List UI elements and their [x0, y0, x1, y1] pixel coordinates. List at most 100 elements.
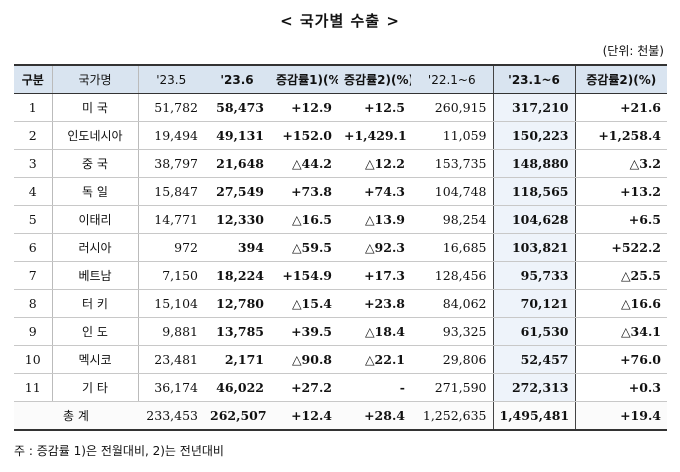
table-cell: 2,171	[204, 345, 270, 374]
table-cell: 10	[14, 345, 53, 374]
table-cell: 5	[14, 205, 53, 234]
export-table: 구분 국가명 '23.5 '23.6 증감률1)(%) 증감률2)(%) '22…	[14, 64, 667, 431]
country-cell: 베트남	[52, 261, 139, 290]
table-cell: 3	[14, 149, 53, 178]
table-cell: +12.5	[338, 93, 411, 122]
table-cell: 271,590	[411, 373, 493, 402]
table-cell: △44.2	[270, 149, 338, 178]
header-cell: 국가명	[52, 64, 139, 94]
total-cell: +19.4	[574, 401, 667, 431]
total-label: 총 계	[14, 401, 138, 431]
table-cell: 148,880	[492, 149, 575, 178]
table-cell: △59.5	[270, 233, 338, 262]
table-cell: 27,549	[204, 177, 270, 206]
table-cell: 16,685	[411, 233, 493, 262]
header-row: 구분 국가명 '23.5 '23.6 증감률1)(%) 증감률2)(%) '22…	[14, 64, 667, 94]
table-cell: 394	[204, 233, 270, 262]
table-cell: 23,481	[138, 345, 204, 374]
table-cell: +1,258.4	[574, 121, 667, 150]
table-cell: △90.8	[270, 345, 338, 374]
table-cell: 4	[14, 177, 53, 206]
total-cell: 1,495,481	[492, 401, 575, 431]
table-cell: 49,131	[204, 121, 270, 150]
total-row: 총 계 233,453 262,507 +12.4 +28.4 1,252,63…	[14, 401, 667, 431]
table-cell: +23.8	[338, 289, 411, 318]
table-cell: +74.3	[338, 177, 411, 206]
table-cell: △13.9	[338, 205, 411, 234]
table-cell: 153,735	[411, 149, 493, 178]
table-cell: 972	[138, 233, 204, 262]
table-cell: △92.3	[338, 233, 411, 262]
table-cell: +6.5	[574, 205, 667, 234]
table-row: 6 러시아 972 394 △59.5 △92.3 16,685 103,821 +522.2	[14, 233, 667, 262]
total-cell: 262,507	[204, 401, 270, 431]
table-cell: 12,330	[204, 205, 270, 234]
table-cell: -	[338, 373, 411, 402]
table-cell: △3.2	[574, 149, 667, 178]
table-cell: 317,210	[492, 93, 575, 122]
table-cell: 12,780	[204, 289, 270, 318]
table-cell: 9	[14, 317, 53, 346]
table-cell: 98,254	[411, 205, 493, 234]
table-cell: 104,748	[411, 177, 493, 206]
table-cell: 104,628	[492, 205, 575, 234]
country-cell: 터 키	[52, 289, 139, 318]
table-cell: △15.4	[270, 289, 338, 318]
table-cell: 13,785	[204, 317, 270, 346]
table-cell: 14,771	[138, 205, 204, 234]
table-cell: +17.3	[338, 261, 411, 290]
table-cell: 93,325	[411, 317, 493, 346]
table-cell: +522.2	[574, 233, 667, 262]
total-cell: +12.4	[270, 401, 338, 431]
country-cell: 이태리	[52, 205, 139, 234]
table-cell: 128,456	[411, 261, 493, 290]
table-cell: 51,782	[138, 93, 204, 122]
table-cell: 15,847	[138, 177, 204, 206]
header-cell: 증감률2)(%)	[574, 64, 667, 94]
table-row: 10 멕시코 23,481 2,171 △90.8 △22.1 29,806 52,457 +7…	[14, 345, 667, 374]
country-cell: 멕시코	[52, 345, 139, 374]
table-cell: 260,915	[411, 93, 493, 122]
table-title: < 국가별 수출 >	[280, 12, 400, 30]
header-cell: '22.1~6	[411, 64, 493, 94]
table-cell: +0.3	[574, 373, 667, 402]
table-cell: △25.5	[574, 261, 667, 290]
table-row: 5 이태리 14,771 12,330 △16.5 △13.9 98,254 104,628 +…	[14, 205, 667, 234]
total-cell: 1,252,635	[411, 401, 493, 431]
country-cell: 독 일	[52, 177, 139, 206]
table-cell: 84,062	[411, 289, 493, 318]
table-cell: 95,733	[492, 261, 575, 290]
table-cell: +27.2	[270, 373, 338, 402]
table-cell: 7,150	[138, 261, 204, 290]
table-cell: △22.1	[338, 345, 411, 374]
unit-label: (단위: 천불)	[602, 44, 664, 58]
country-cell: 인도네시아	[52, 121, 139, 150]
total-cell: 233,453	[138, 401, 204, 431]
footnote: 주 : 증감률 1)은 전월대비, 2)는 전년대비	[14, 444, 224, 458]
table-cell: 19,494	[138, 121, 204, 150]
table-cell: +152.0	[270, 121, 338, 150]
country-cell: 러시아	[52, 233, 139, 262]
table-cell: 29,806	[411, 345, 493, 374]
table-cell: 70,121	[492, 289, 575, 318]
table-cell: 2	[14, 121, 53, 150]
table-cell: 1	[14, 93, 53, 122]
table-cell: 21,648	[204, 149, 270, 178]
table-cell: 61,530	[492, 317, 575, 346]
table-cell: +21.6	[574, 93, 667, 122]
header-cell: 증감률1)(%)	[270, 64, 338, 94]
table-row: 2 인도네시아 19,494 49,131 +152.0 +1,429.1 11,059 15…	[14, 121, 667, 150]
table-cell: △12.2	[338, 149, 411, 178]
table-cell: 36,174	[138, 373, 204, 402]
table-cell: +12.9	[270, 93, 338, 122]
table-row: 7 베트남 7,150 18,224 +154.9 +17.3 128,456 95,733 △…	[14, 261, 667, 290]
table-cell: 15,104	[138, 289, 204, 318]
table-cell: 58,473	[204, 93, 270, 122]
table-cell: +76.0	[574, 345, 667, 374]
header-cell: '23.5	[138, 64, 204, 94]
table-cell: +1,429.1	[338, 121, 411, 150]
